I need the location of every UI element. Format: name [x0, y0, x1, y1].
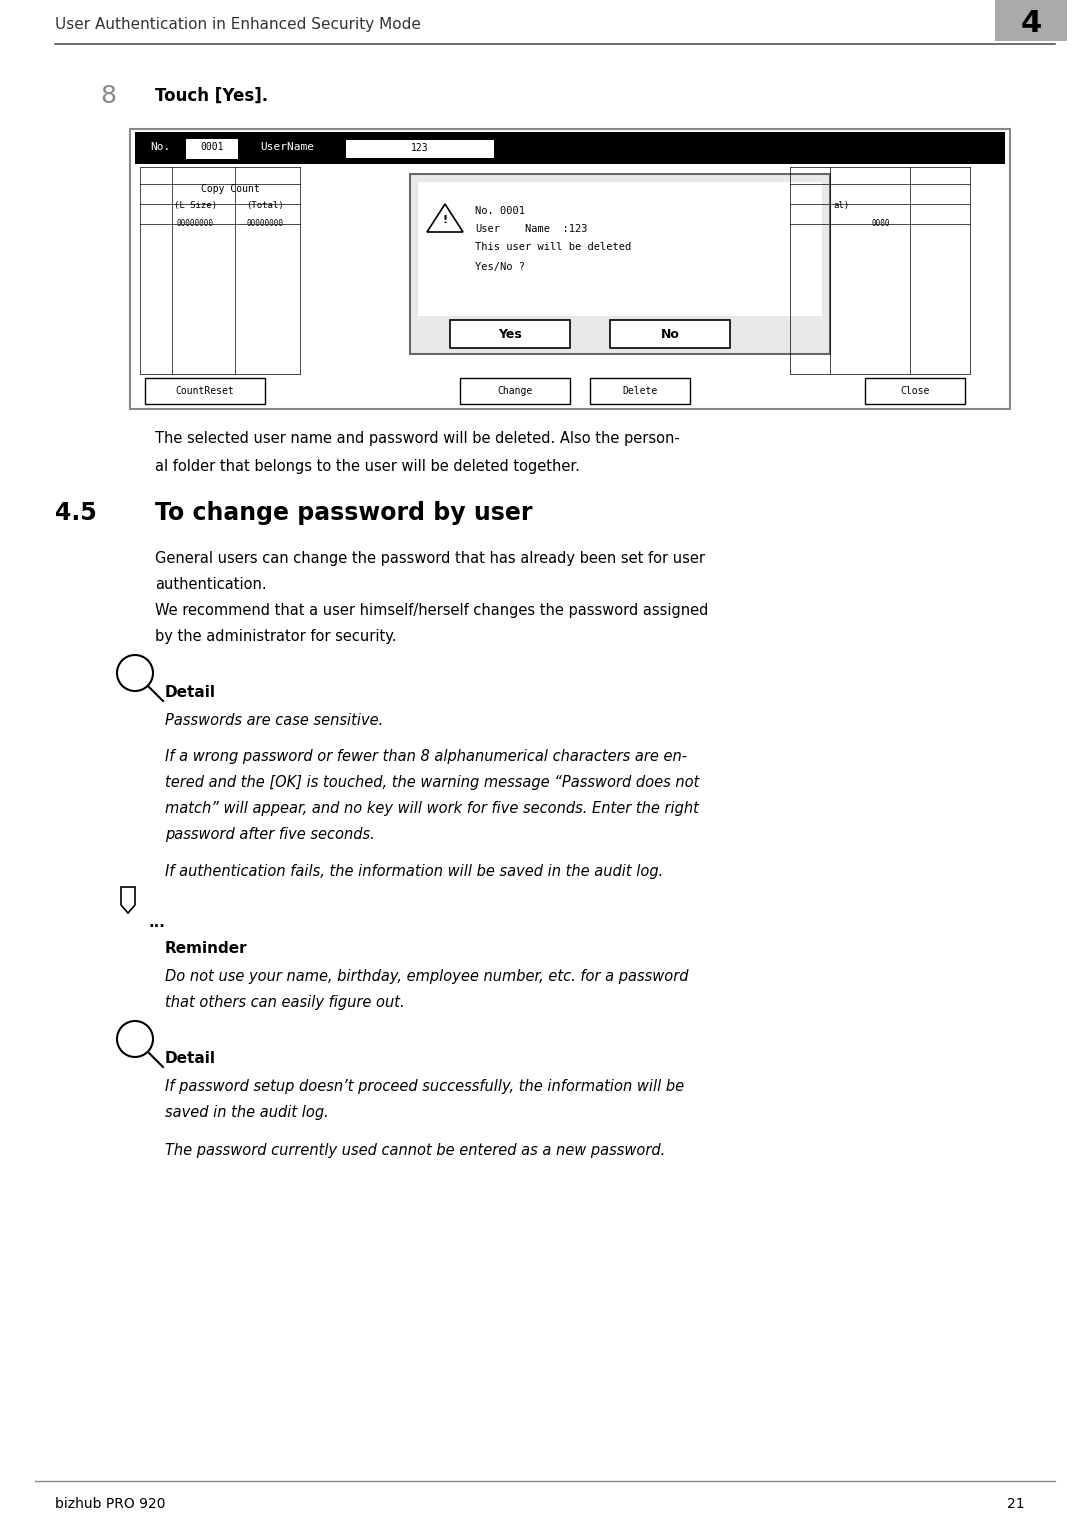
Text: Do not use your name, birthday, employee number, etc. for a password: Do not use your name, birthday, employee… [165, 969, 689, 985]
FancyBboxPatch shape [186, 139, 238, 159]
FancyBboxPatch shape [418, 182, 822, 317]
Text: The selected user name and password will be deleted. Also the person-: The selected user name and password will… [156, 431, 679, 446]
Text: match” will appear, and no key will work for five seconds. Enter the right: match” will appear, and no key will work… [165, 801, 699, 816]
FancyBboxPatch shape [995, 0, 1067, 41]
Text: ...: ... [148, 914, 165, 930]
Text: 123: 123 [411, 144, 429, 153]
Polygon shape [427, 203, 463, 232]
Text: 00000000: 00000000 [246, 219, 284, 228]
Text: saved in the audit log.: saved in the audit log. [165, 1105, 328, 1121]
FancyBboxPatch shape [130, 128, 1010, 408]
Text: If password setup doesn’t proceed successfully, the information will be: If password setup doesn’t proceed succes… [165, 1079, 684, 1095]
Text: 21: 21 [1008, 1497, 1025, 1511]
Text: No. 0001: No. 0001 [475, 206, 525, 216]
Text: This user will be deleted: This user will be deleted [475, 242, 631, 252]
Text: password after five seconds.: password after five seconds. [165, 827, 375, 842]
Text: al): al) [834, 200, 850, 209]
Text: CountReset: CountReset [176, 385, 234, 396]
Text: (L Size): (L Size) [174, 200, 216, 209]
Text: that others can easily figure out.: that others can easily figure out. [165, 995, 405, 1011]
Text: !: ! [443, 216, 447, 225]
Text: Delete: Delete [622, 385, 658, 396]
FancyBboxPatch shape [135, 131, 1005, 164]
FancyBboxPatch shape [610, 320, 730, 349]
Text: Touch [Yes].: Touch [Yes]. [156, 87, 268, 106]
Text: Passwords are case sensitive.: Passwords are case sensitive. [165, 713, 383, 728]
Text: Name  :123: Name :123 [525, 225, 588, 234]
FancyBboxPatch shape [346, 139, 494, 157]
Text: Close: Close [901, 385, 930, 396]
FancyBboxPatch shape [460, 378, 570, 404]
Text: Change: Change [498, 385, 532, 396]
FancyBboxPatch shape [865, 378, 966, 404]
FancyBboxPatch shape [145, 378, 265, 404]
Text: We recommend that a user himself/herself changes the password assigned: We recommend that a user himself/herself… [156, 602, 708, 618]
Text: To change password by user: To change password by user [156, 502, 532, 524]
Text: Detail: Detail [165, 1050, 216, 1066]
FancyBboxPatch shape [450, 320, 570, 349]
Text: 0000: 0000 [872, 219, 890, 228]
Text: If a wrong password or fewer than 8 alphanumerical characters are en-: If a wrong password or fewer than 8 alph… [165, 749, 687, 764]
Text: Reminder: Reminder [165, 940, 247, 956]
Text: 4.5: 4.5 [55, 502, 97, 524]
Text: General users can change the password that has already been set for user: General users can change the password th… [156, 550, 705, 566]
Text: bizhub PRO 920: bizhub PRO 920 [55, 1497, 165, 1511]
Text: by the administrator for security.: by the administrator for security. [156, 628, 396, 644]
Text: 00000000: 00000000 [176, 219, 214, 228]
Text: If authentication fails, the information will be saved in the audit log.: If authentication fails, the information… [165, 864, 663, 879]
Text: Yes/No ?: Yes/No ? [475, 261, 525, 272]
Text: 8: 8 [100, 84, 116, 109]
Text: Detail: Detail [165, 685, 216, 700]
Text: No: No [661, 327, 679, 341]
Text: User: User [475, 225, 500, 234]
Text: Yes: Yes [498, 327, 522, 341]
Text: Copy Count: Copy Count [201, 183, 259, 194]
Text: authentication.: authentication. [156, 576, 267, 592]
Text: 0001: 0001 [200, 142, 224, 153]
Text: User Authentication in Enhanced Security Mode: User Authentication in Enhanced Security… [55, 17, 421, 32]
Text: (Total): (Total) [246, 200, 284, 209]
Text: 4: 4 [1021, 9, 1041, 38]
FancyBboxPatch shape [590, 378, 690, 404]
Text: al folder that belongs to the user will be deleted together.: al folder that belongs to the user will … [156, 459, 580, 474]
Text: UserName: UserName [260, 142, 314, 151]
Text: The password currently used cannot be entered as a new password.: The password currently used cannot be en… [165, 1144, 665, 1157]
Text: tered and the [OK] is touched, the warning message “Password does not: tered and the [OK] is touched, the warni… [165, 775, 700, 790]
FancyBboxPatch shape [410, 174, 831, 355]
Text: No.: No. [150, 142, 171, 151]
